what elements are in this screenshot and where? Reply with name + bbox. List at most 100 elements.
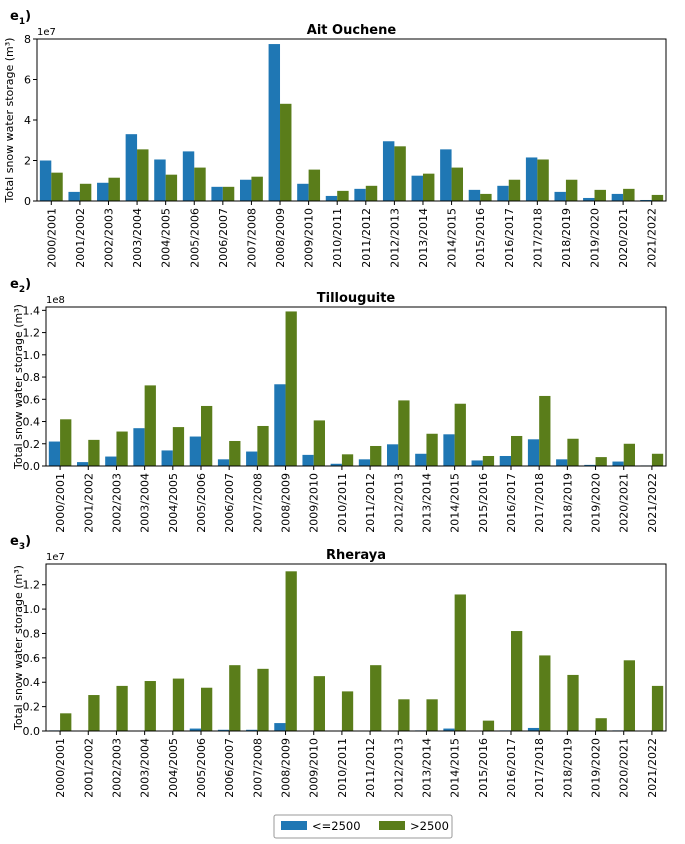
panel-letter: e — [10, 534, 19, 549]
axis-offset-text: 1e7 — [46, 552, 65, 563]
bar-low-elevation — [297, 183, 309, 201]
bar-high-elevation — [565, 179, 578, 201]
bar-low-elevation — [48, 441, 61, 466]
bar-low-elevation — [39, 160, 52, 201]
bar-high-elevation — [567, 674, 579, 731]
x-tick-label: 2015/2016 — [477, 738, 490, 798]
legend-swatch-high — [379, 821, 405, 830]
bar-high-elevation — [537, 159, 549, 201]
y-tick-label: 0.0 — [23, 725, 41, 738]
x-tick-label: 2011/2012 — [364, 473, 377, 533]
bar-high-elevation — [51, 172, 63, 201]
panel-paren: ) — [25, 9, 31, 24]
x-tick-label: 2000/2001 — [54, 738, 67, 798]
bar-low-elevation — [330, 463, 342, 466]
chart-title: Tillouguite — [317, 291, 396, 306]
y-tick-label: 1.2 — [23, 579, 41, 592]
x-tick-label: 2009/2010 — [308, 738, 321, 798]
x-tick-label: 2002/2003 — [110, 738, 123, 798]
bar-low-elevation — [387, 444, 399, 466]
bar-high-elevation — [341, 454, 354, 466]
bar-low-elevation — [527, 727, 540, 731]
bar-high-elevation — [280, 103, 292, 201]
x-tick-label: 2017/2018 — [531, 208, 544, 268]
bar-high-elevation — [201, 687, 213, 731]
x-tick-label: 2006/2007 — [223, 473, 236, 533]
chart-panel: e3) Rheraya 1e7 Total snow water storage (m… — [10, 534, 667, 798]
bar-high-elevation — [222, 186, 235, 201]
bar-low-elevation — [246, 729, 258, 731]
y-tick-label: 0.4 — [23, 416, 41, 429]
x-tick-label: 2020/2021 — [617, 208, 630, 268]
bar-high-elevation — [365, 185, 378, 201]
bar-high-elevation — [651, 685, 664, 731]
axis-offset-text: 1e7 — [37, 27, 56, 38]
bar-low-elevation — [471, 460, 483, 466]
bar-low-elevation — [443, 728, 455, 731]
x-tick-label: 2019/2020 — [589, 208, 602, 268]
bar-low-elevation — [77, 462, 89, 466]
bar-high-elevation — [482, 720, 495, 731]
chart-title: Ait Ouchene — [307, 23, 397, 38]
x-tick-label: 2013/2014 — [420, 738, 433, 798]
bar-low-elevation — [105, 456, 117, 466]
plot-frame — [45, 306, 667, 467]
x-tick-label: 2005/2006 — [188, 208, 201, 268]
x-tick-label: 2016/2017 — [505, 473, 518, 533]
bar-high-elevation — [594, 189, 606, 201]
panel-subscript: 1 — [19, 17, 25, 27]
bar-low-elevation — [525, 157, 538, 201]
bar-high-elevation — [337, 190, 349, 201]
bar-high-elevation — [623, 443, 635, 466]
legend-box — [273, 814, 453, 839]
y-axis-label: Total snow water storage (m³) — [12, 565, 25, 731]
x-tick-label: 2014/2015 — [449, 738, 462, 798]
x-tick-label: 2008/2009 — [280, 738, 293, 798]
bar-high-elevation — [454, 403, 466, 466]
bar-low-elevation — [239, 179, 252, 201]
bar-low-elevation — [246, 451, 258, 466]
bar-low-elevation — [440, 149, 452, 201]
bar-low-elevation — [583, 197, 595, 201]
bar-high-elevation — [194, 167, 206, 201]
panel-label: e2) — [10, 277, 31, 295]
bar-high-elevation — [137, 149, 149, 201]
bar-low-elevation — [497, 185, 509, 201]
bar-high-elevation — [144, 385, 156, 466]
x-tick-label: 2015/2016 — [474, 208, 487, 268]
y-tick-label: 2 — [24, 155, 31, 168]
plot-frame — [45, 563, 667, 732]
x-tick-label: 2018/2019 — [560, 208, 573, 268]
x-tick-label: 2018/2019 — [561, 473, 574, 533]
legend-label-high: >2500 — [410, 819, 449, 833]
bar-high-elevation — [623, 188, 635, 201]
x-tick-label: 2010/2011 — [331, 208, 344, 268]
legend-swatch-low — [281, 821, 307, 830]
x-tick-label: 2002/2003 — [110, 473, 123, 533]
bar-high-elevation — [567, 438, 579, 466]
x-tick-label: 2017/2018 — [533, 473, 546, 533]
x-tick-label: 2003/2004 — [139, 738, 152, 798]
bar-high-elevation — [454, 594, 466, 731]
y-tick-label: 0.2 — [23, 701, 41, 714]
x-tick-label: 2014/2015 — [446, 208, 459, 268]
bar-high-elevation — [285, 571, 297, 731]
x-tick-label: 2017/2018 — [533, 738, 546, 798]
x-tick-label: 2003/2004 — [131, 208, 144, 268]
bar-low-elevation — [97, 182, 109, 201]
bar-low-elevation — [354, 188, 366, 201]
bar-low-elevation — [68, 191, 80, 201]
x-tick-label: 2019/2020 — [590, 473, 603, 533]
bar-high-elevation — [308, 169, 321, 201]
x-tick-label: 2001/2002 — [82, 738, 95, 798]
y-tick-label: 0.8 — [23, 371, 41, 384]
x-tick-label: 2004/2005 — [167, 738, 180, 798]
bar-high-elevation — [285, 311, 297, 466]
x-tick-label: 2014/2015 — [449, 473, 462, 533]
bar-high-elevation — [451, 167, 464, 201]
y-tick-label: 0.6 — [23, 393, 41, 406]
bar-high-elevation — [165, 174, 178, 201]
bar-high-elevation — [201, 405, 213, 466]
legend-label-low: <=2500 — [312, 819, 361, 833]
x-tick-label: 2021/2022 — [646, 738, 659, 798]
